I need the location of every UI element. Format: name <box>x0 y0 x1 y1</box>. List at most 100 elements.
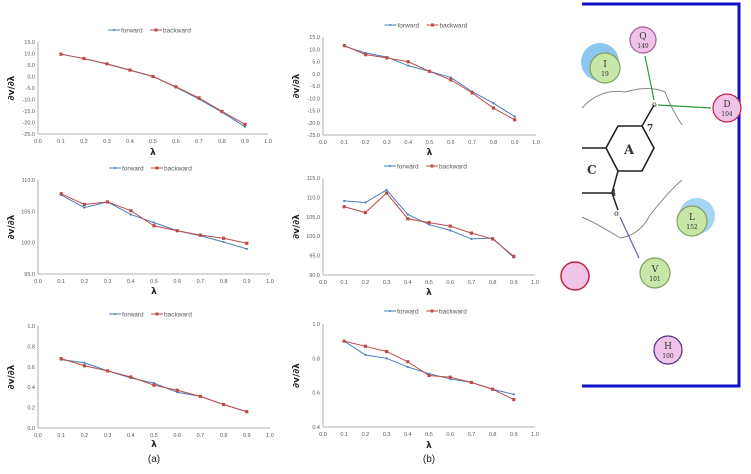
y-tick-label: 90.0 <box>309 273 320 279</box>
x-axis-label: λ <box>151 287 157 297</box>
point-backward <box>152 383 156 387</box>
point-backward <box>491 387 495 391</box>
residue-letter: V <box>651 265 659 275</box>
residue-circle <box>653 335 683 365</box>
residue-circle <box>589 52 621 84</box>
point-backward <box>129 375 133 379</box>
ring-label-c: C <box>587 163 597 177</box>
x-tick-label: 0.6 <box>446 280 454 286</box>
x-tick-label: 0.8 <box>220 433 228 439</box>
point-forward <box>512 393 515 396</box>
legend-label-forward: forward <box>122 311 144 318</box>
x-tick-label: 0.4 <box>127 433 135 439</box>
y-tick-label: 115.0 <box>307 176 320 182</box>
x-tick-label: 0.4 <box>404 432 412 438</box>
point-backward <box>222 402 226 407</box>
x-tick-label: 0.4 <box>127 279 135 285</box>
y-tick-label: 100.0 <box>21 241 35 247</box>
residue-number: 104 <box>721 111 733 118</box>
point-backward <box>385 191 389 195</box>
series-line-forward <box>343 340 514 395</box>
point-backward <box>82 364 86 368</box>
x-tick-label: 1.0 <box>264 139 272 145</box>
point-backward <box>245 410 249 414</box>
x-tick-label: 0.0 <box>34 139 42 145</box>
x-tick-label: 0.2 <box>362 432 370 438</box>
series-line-backward <box>344 45 515 121</box>
legend-label-forward: forward <box>122 165 144 172</box>
point-forward <box>406 365 409 369</box>
x-tick-label: 1.0 <box>266 279 274 285</box>
legend-marker <box>154 28 158 32</box>
legend-label-backward: backward <box>439 308 467 315</box>
residue-circle <box>676 205 708 237</box>
x-tick-label: 0.9 <box>511 140 519 146</box>
point-forward <box>407 64 410 67</box>
x-tick-label: 0.1 <box>340 140 348 146</box>
x-axis-label: λ <box>150 148 156 158</box>
x-tick-label: 0.3 <box>383 432 391 438</box>
residue-number: 152 <box>686 224 698 231</box>
y-tick-label: 110.0 <box>307 195 320 201</box>
y-tick-label: 1.0 <box>27 324 35 330</box>
point-backward <box>491 106 495 110</box>
point-backward <box>128 68 132 72</box>
point-backward <box>385 56 389 60</box>
chart-5: 0.0 0.1 0.2 0.3 0.4 0.5 0.6 0.7 0.8 0.9 1.0 0.0 0.2 0… <box>7 311 274 465</box>
legend-label-backward: backward <box>164 165 192 172</box>
point-backward <box>59 52 63 56</box>
point-forward <box>513 115 516 118</box>
point-backward <box>512 397 516 402</box>
x-tick-label: 0.5 <box>149 139 157 145</box>
y-axis-label: ∂v/∂λ <box>292 73 302 98</box>
x-tick-label: 0.3 <box>104 279 112 285</box>
legend-marker <box>430 309 434 313</box>
hbond-v101 <box>619 216 640 259</box>
x-tick-label: 0.0 <box>319 140 327 146</box>
x-tick-label: 0.9 <box>510 280 518 286</box>
diagram-frame <box>582 2 741 388</box>
x-tick-label: 0.4 <box>126 139 134 145</box>
point-backward <box>82 56 86 61</box>
point-forward <box>449 76 452 79</box>
x-axis-label: λ <box>427 148 433 158</box>
point-backward <box>342 43 346 48</box>
x-tick-label: 0.3 <box>383 140 391 146</box>
legend-label-forward: forward <box>397 163 419 170</box>
y-tick-label: 15.0 <box>309 35 320 41</box>
point-backward <box>174 85 178 89</box>
point-forward <box>470 237 473 241</box>
y-tick-label: 5.0 <box>27 63 35 69</box>
position-4: 4 <box>610 189 616 199</box>
residue-letter: D <box>723 100 730 110</box>
y-tick-label: -25.0 <box>307 133 320 139</box>
legend-label-forward: forward <box>398 22 420 29</box>
x-tick-label: 0.8 <box>490 140 498 146</box>
y-tick-label: 0.4 <box>27 385 35 391</box>
point-backward <box>491 237 495 241</box>
point-backward <box>512 254 516 258</box>
point-backward <box>222 236 226 240</box>
pocket-outline-bottom <box>581 179 683 239</box>
x-tick-label: 0.6 <box>172 139 180 145</box>
x-tick-label: 0.1 <box>340 280 348 286</box>
y-tick-label: 0.8 <box>312 356 320 362</box>
x-tick-label: 0.6 <box>173 279 181 285</box>
x-tick-label: 0.2 <box>81 433 89 439</box>
y-tick-label: -15.0 <box>22 109 35 115</box>
point-forward <box>129 213 132 216</box>
legend-label-backward: backward <box>440 22 468 29</box>
point-forward <box>492 102 495 105</box>
x-tick-label: 0.5 <box>425 432 433 438</box>
y-tick-label: 95.0 <box>24 272 35 278</box>
bonds <box>582 104 655 211</box>
point-backward <box>363 344 367 348</box>
partial-residue <box>560 261 590 291</box>
position-7: 7 <box>647 124 653 134</box>
point-backward <box>363 210 367 215</box>
x-tick-label: 0.1 <box>340 432 348 438</box>
point-forward <box>243 125 247 128</box>
